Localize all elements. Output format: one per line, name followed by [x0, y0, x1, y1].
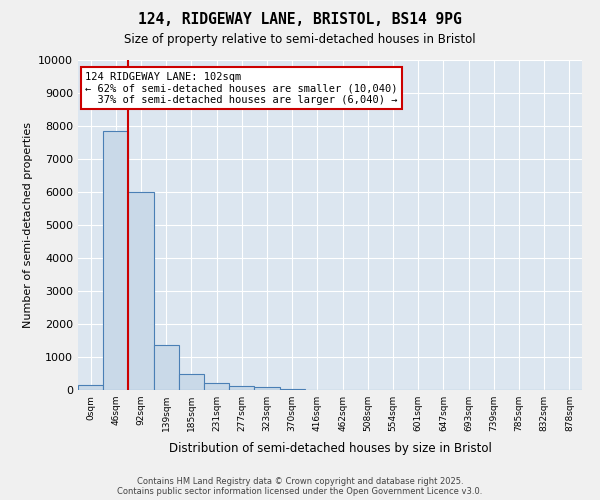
Y-axis label: Number of semi-detached properties: Number of semi-detached properties: [23, 122, 32, 328]
Bar: [103, 131, 128, 390]
Bar: [204, 384, 229, 390]
Bar: [229, 386, 254, 390]
Text: 124, RIDGEWAY LANE, BRISTOL, BS14 9PG: 124, RIDGEWAY LANE, BRISTOL, BS14 9PG: [138, 12, 462, 28]
Text: Size of property relative to semi-detached houses in Bristol: Size of property relative to semi-detach…: [124, 32, 476, 46]
Bar: [128, 192, 154, 390]
Bar: [280, 388, 305, 390]
Bar: [254, 388, 280, 390]
Bar: [78, 385, 103, 390]
Bar: [154, 346, 179, 390]
Bar: [179, 374, 204, 390]
Text: Contains HM Land Registry data © Crown copyright and database right 2025.: Contains HM Land Registry data © Crown c…: [137, 477, 463, 486]
Text: Contains public sector information licensed under the Open Government Licence v3: Contains public sector information licen…: [118, 487, 482, 496]
X-axis label: Distribution of semi-detached houses by size in Bristol: Distribution of semi-detached houses by …: [169, 442, 491, 456]
Text: 124 RIDGEWAY LANE: 102sqm
← 62% of semi-detached houses are smaller (10,040)
  3: 124 RIDGEWAY LANE: 102sqm ← 62% of semi-…: [85, 72, 398, 105]
